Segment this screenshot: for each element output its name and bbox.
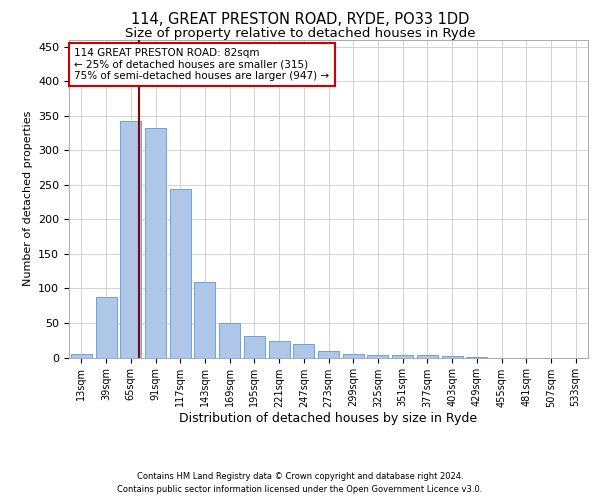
Bar <box>145 128 166 358</box>
Bar <box>71 354 92 358</box>
Bar <box>194 282 215 358</box>
X-axis label: Distribution of detached houses by size in Ryde: Distribution of detached houses by size … <box>179 412 478 425</box>
Text: 114 GREAT PRESTON ROAD: 82sqm
← 25% of detached houses are smaller (315)
75% of : 114 GREAT PRESTON ROAD: 82sqm ← 25% of d… <box>74 48 329 81</box>
Bar <box>120 121 141 358</box>
Bar <box>244 336 265 357</box>
Bar <box>170 189 191 358</box>
Bar <box>95 297 116 358</box>
Bar <box>392 354 413 358</box>
Bar <box>318 352 339 358</box>
Bar <box>343 354 364 358</box>
Y-axis label: Number of detached properties: Number of detached properties <box>23 111 32 286</box>
Bar <box>293 344 314 358</box>
Text: Size of property relative to detached houses in Ryde: Size of property relative to detached ho… <box>125 28 475 40</box>
Text: Contains HM Land Registry data © Crown copyright and database right 2024.
Contai: Contains HM Land Registry data © Crown c… <box>118 472 482 494</box>
Bar <box>417 356 438 358</box>
Bar <box>442 356 463 358</box>
Text: 114, GREAT PRESTON ROAD, RYDE, PO33 1DD: 114, GREAT PRESTON ROAD, RYDE, PO33 1DD <box>131 12 469 28</box>
Bar <box>269 341 290 357</box>
Bar <box>367 354 388 358</box>
Bar <box>466 357 487 358</box>
Bar <box>219 323 240 358</box>
